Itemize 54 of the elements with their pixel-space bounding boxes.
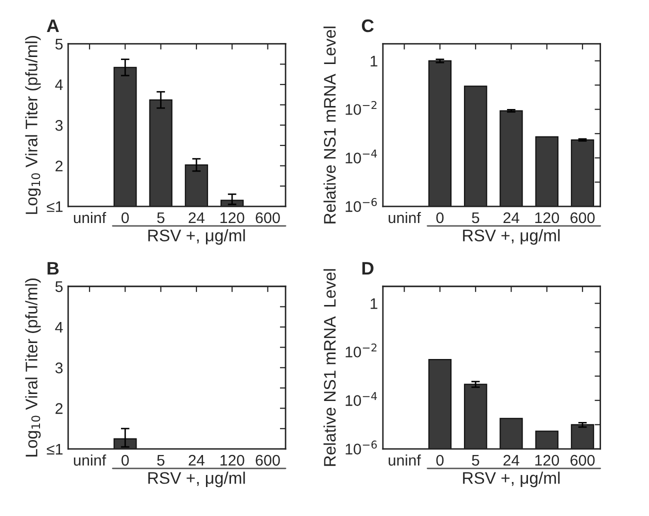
y-tick-label: 5 — [55, 281, 63, 292]
chart-title: D — [362, 262, 374, 275]
x-axis-title: RSV +, μg/ml — [148, 229, 245, 245]
x-tick-label: 120 — [220, 212, 244, 224]
y-axis-title: Log$_{10}$ Viral Titer (pfu/ml) — [25, 36, 41, 214]
x-tick-label: 600 — [256, 212, 280, 224]
x-tick-label: 600 — [570, 454, 595, 466]
x-tick-label: uninf — [388, 212, 421, 224]
x-tick-label: 0 — [122, 212, 129, 224]
chart-title: A — [46, 20, 59, 32]
x-tick-label: uninf — [74, 212, 106, 224]
y-tick-label: 2 — [56, 403, 63, 414]
y-tick-label: 10$^{−4}$ — [346, 392, 377, 406]
y-tick-label: 3 — [55, 120, 63, 131]
x-tick-label: 0 — [436, 454, 444, 466]
x-tick-label: 0 — [122, 454, 129, 466]
x-tick-label: 24 — [503, 454, 520, 466]
x-tick-label: 5 — [157, 455, 164, 466]
y-tick-label: 4 — [55, 322, 63, 333]
x-tick-label: 0 — [436, 212, 444, 224]
chart-title: C — [362, 19, 374, 32]
x-tick-label: 120 — [220, 454, 244, 466]
x-tick-label: 120 — [535, 454, 560, 466]
x-axis-title: RSV +, μg/ml — [148, 472, 245, 488]
x-tick-label: uninf — [74, 454, 106, 466]
y-tick-label: ≤1 — [46, 444, 63, 454]
chart-title: B — [48, 262, 59, 275]
x-tick-label: 600 — [256, 454, 280, 466]
x-tick-label: 5 — [472, 455, 480, 466]
x-tick-label: 120 — [535, 212, 560, 224]
x-tick-label: 24 — [188, 212, 205, 224]
y-tick-label: 10$^{−6}$ — [346, 198, 377, 212]
y-tick-label: 10$^{−4}$ — [346, 150, 377, 164]
x-axis-title: RSV +, μg/ml — [463, 229, 560, 245]
y-tick-label: 3 — [55, 362, 63, 374]
x-tick-label: 24 — [188, 454, 205, 466]
y-tick-label: 10$^{−2}$ — [346, 344, 376, 358]
y-tick-label: 10$^{−6}$ — [346, 440, 377, 454]
y-tick-label: 1 — [370, 298, 378, 309]
y-axis-title: Relative NS1 mRNA Level — [324, 269, 336, 466]
x-tick-label: 600 — [570, 212, 595, 224]
y-tick-label: 2 — [56, 160, 63, 172]
x-axis-title: RSV +, μg/ml — [463, 472, 560, 488]
x-tick-label: uninf — [388, 454, 421, 466]
y-axis-title: Relative NS1 mRNA Level — [324, 26, 336, 224]
y-tick-label: 4 — [55, 80, 63, 90]
y-tick-label: ≤1 — [46, 201, 63, 212]
y-axis-title: Log$_{10}$ Viral Titer (pfu/ml) — [25, 278, 41, 456]
y-tick-label: 1 — [370, 56, 378, 66]
y-tick-label: 5 — [55, 38, 63, 50]
x-tick-label: 24 — [503, 212, 520, 224]
y-tick-label: 10$^{−2}$ — [346, 100, 376, 115]
x-tick-label: 5 — [157, 212, 164, 224]
x-tick-label: 5 — [472, 212, 480, 224]
